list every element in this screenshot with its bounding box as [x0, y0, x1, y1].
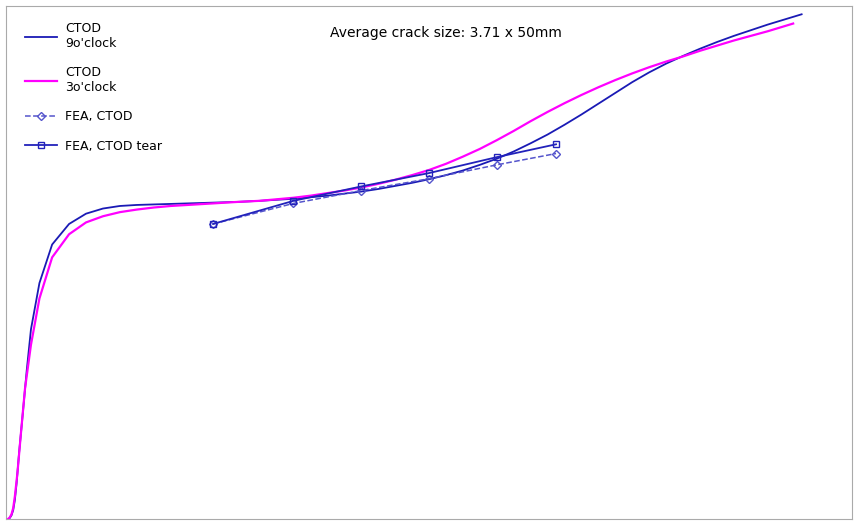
Text: Average crack size: 3.71 x 50mm: Average crack size: 3.71 x 50mm: [330, 26, 562, 40]
Legend: CTOD
9o'clock, CTOD
3o'clock, FEA, CTOD, FEA, CTOD tear: CTOD 9o'clock, CTOD 3o'clock, FEA, CTOD,…: [21, 17, 167, 158]
